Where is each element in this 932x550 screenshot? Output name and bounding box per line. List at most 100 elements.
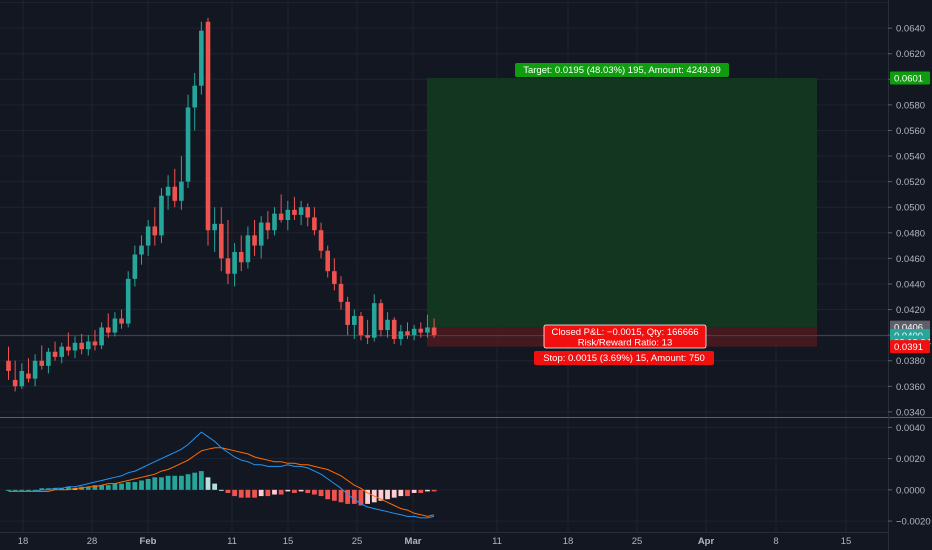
macd-histogram-bar [405, 489, 410, 497]
price-tick-label: 0.0420 [896, 305, 925, 316]
macd-histogram-bar [398, 489, 404, 497]
candle-body [152, 226, 158, 236]
candle-body [418, 328, 424, 333]
macd-axis[interactable]: 0.0040 0.0020 0.0000 −0.0020 [888, 423, 931, 528]
candle-body [431, 327, 437, 336]
macd-tick-label: 0.0020 [896, 454, 925, 465]
macd-histogram-bar [132, 482, 138, 490]
candle-body [179, 181, 184, 201]
candle-body [391, 319, 397, 339]
candle-body [145, 226, 151, 246]
price-tick-label: 0.0440 [896, 279, 925, 290]
macd-histogram-bar [431, 489, 437, 492]
macd-histogram-bar [325, 489, 331, 500]
candle-body [112, 318, 118, 333]
macd-histogram-bar [245, 489, 251, 498]
macd-histogram-bar [298, 489, 304, 492]
candle-body [192, 85, 197, 108]
position-labels: Target: 0.0195 (48.03%) 195, Amount: 424… [515, 63, 729, 365]
candle-body [185, 107, 191, 182]
macd-histogram-bar [19, 489, 25, 491]
macd-histogram-bar [99, 485, 104, 490]
candle-body [365, 335, 370, 338]
time-tick-label: 25 [352, 536, 363, 547]
candle-body [305, 207, 311, 218]
macd-histogram-bar [338, 489, 344, 503]
price-tick-label: 0.0380 [896, 356, 925, 367]
candle-body [338, 283, 344, 302]
candle-body [165, 186, 171, 196]
candle-body [19, 370, 25, 387]
candle-body [285, 209, 291, 221]
candle-body [398, 331, 404, 339]
macd-histogram-bar [32, 489, 38, 491]
macd-histogram-bar [192, 472, 198, 490]
candle-body [358, 315, 364, 336]
macd-histogram-bar [65, 486, 71, 490]
macd-histogram-bar [72, 488, 78, 490]
candle-body [105, 327, 111, 333]
candle-body [258, 222, 264, 246]
macd-histogram-bar [252, 489, 257, 498]
candle-body [345, 301, 350, 325]
macd-histogram-bar [198, 471, 204, 490]
candle-body [86, 341, 91, 350]
macd-histogram-bar [391, 489, 397, 498]
macd-histogram-bar [285, 489, 291, 492]
macd-histogram-bar [92, 485, 98, 490]
price-tick-label: 0.0540 [896, 152, 925, 163]
candle-body [292, 209, 297, 215]
price-tick-label: 0.0360 [896, 382, 925, 393]
candle-body [6, 360, 11, 371]
macd-histogram-bar [172, 475, 178, 490]
macd-histogram-bar [46, 488, 51, 490]
price-tick-label: 0.0340 [896, 407, 925, 418]
time-tick-label: 15 [841, 536, 852, 547]
macd-histogram-bar [85, 486, 91, 490]
macd-histogram-bar [52, 488, 58, 490]
macd-histogram-bar [218, 489, 224, 491]
price-tag-label: 0.0406 [894, 323, 923, 334]
time-axis[interactable]: 18 28 Feb 11 15 25 Mar 11 18 25 Apr 8 15 [18, 536, 852, 547]
macd-histogram-bar [185, 474, 191, 490]
candle-body [378, 303, 384, 331]
macd-histogram-bar [165, 475, 171, 490]
macd-histogram-bar [59, 488, 65, 490]
macd-histogram-bar [305, 489, 311, 493]
candle-body [39, 360, 45, 366]
candle-body [172, 186, 178, 201]
macd-histogram-bar [159, 477, 164, 490]
candle-body [325, 250, 330, 272]
macd-histogram-bar [278, 489, 284, 495]
price-tick-label: 0.0620 [896, 49, 925, 60]
macd-tick-label: 0.0000 [896, 485, 925, 496]
macd-histogram-bar [212, 483, 218, 490]
macd-histogram-bar [139, 480, 144, 490]
candle-body [212, 223, 217, 231]
candle-body [318, 230, 324, 251]
time-tick-label: Apr [698, 536, 715, 547]
price-tag-label: 0.0391 [894, 342, 923, 353]
price-tick-label: 0.0560 [896, 126, 925, 137]
candle-body [99, 327, 104, 346]
candle-body [425, 327, 430, 333]
price-tick-label: 0.0460 [896, 254, 925, 265]
pnl-label-line2: Risk/Reward Ratio: 13 [578, 338, 673, 349]
price-tick-label: 0.0520 [896, 177, 925, 188]
macd-histogram-bar [232, 489, 237, 497]
time-tick-label: 11 [227, 536, 237, 547]
candle-body [298, 207, 304, 215]
macd-histogram-bar [331, 489, 337, 501]
macd-histogram-bar [225, 489, 231, 493]
stop-label: Stop: 0.0015 (3.69%) 15, Amount: 750 [543, 353, 705, 364]
candle-body [405, 331, 410, 336]
candle-body [385, 319, 390, 331]
macd-tick-label: 0.0040 [896, 423, 925, 434]
macd-histogram-bar [292, 489, 297, 493]
candle-body [132, 254, 138, 279]
price-tick-label: 0.0480 [896, 228, 925, 239]
price-tag [890, 71, 930, 85]
macd-histogram-bar [39, 488, 45, 490]
